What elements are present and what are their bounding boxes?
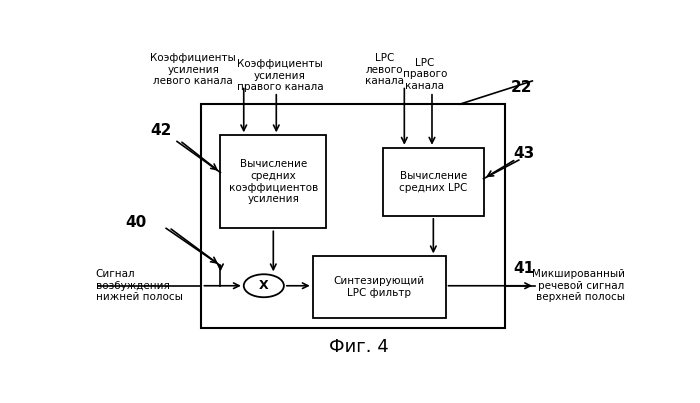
Text: 40: 40 bbox=[126, 215, 147, 230]
Bar bbox=[220, 135, 326, 229]
Bar bbox=[383, 147, 484, 216]
Circle shape bbox=[244, 274, 284, 297]
Text: 22: 22 bbox=[511, 80, 532, 95]
Text: Синтезирующий
LPC фильтр: Синтезирующий LPC фильтр bbox=[333, 276, 425, 298]
Text: Коэффициенты
усиления
левого канала: Коэффициенты усиления левого канала bbox=[150, 53, 236, 86]
Text: 41: 41 bbox=[514, 261, 535, 276]
Text: 43: 43 bbox=[514, 146, 535, 161]
Text: LPC
левого
канала: LPC левого канала bbox=[365, 53, 405, 86]
Text: Вычисление
средних LPC: Вычисление средних LPC bbox=[399, 171, 468, 193]
Text: Фиг. 4: Фиг. 4 bbox=[329, 338, 389, 355]
Text: Коэффициенты
усиления
правого канала: Коэффициенты усиления правого канала bbox=[237, 59, 323, 92]
Text: 42: 42 bbox=[150, 123, 171, 138]
Text: Микшированный
речевой сигнал
верхней полосы: Микшированный речевой сигнал верхней пол… bbox=[531, 269, 624, 302]
Bar bbox=[202, 104, 505, 328]
Text: Сигнал
возбуждения
нижней полосы: Сигнал возбуждения нижней полосы bbox=[96, 269, 183, 302]
Bar bbox=[313, 256, 445, 318]
Text: LPC
правого
канала: LPC правого канала bbox=[402, 58, 447, 91]
Text: X: X bbox=[259, 279, 269, 292]
Text: Вычисление
средних
коэффициентов
усиления: Вычисление средних коэффициентов усилени… bbox=[229, 160, 318, 204]
